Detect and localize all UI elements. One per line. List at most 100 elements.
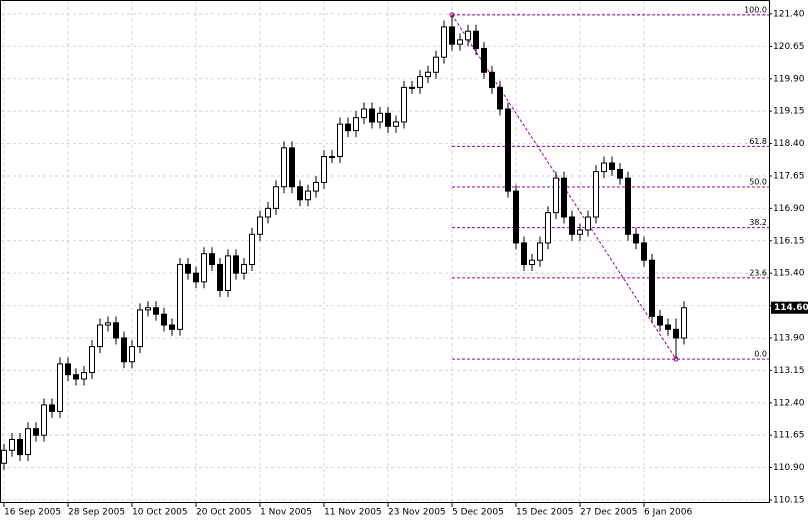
candle-body [617,168,623,179]
y-tick-label: 121.40 [773,9,805,19]
candle-body [337,123,343,158]
candle-body [489,71,495,88]
x-tick-label: 20 Oct 2005 [196,508,252,518]
candle-body [481,48,487,73]
candle-body [537,242,543,261]
x-tick-label: 6 Jan 2006 [644,508,692,518]
candle-body [297,186,303,201]
candle-body [57,363,63,412]
candle-body [241,264,247,274]
fib-label: 61.8 [749,137,767,146]
candle-body [441,26,447,58]
candle-body [377,112,383,123]
candle-body [121,337,127,363]
candle-body [105,322,111,326]
candle-body [9,438,15,451]
x-tick-label: 10 Oct 2005 [132,508,188,518]
candle-body [457,39,463,45]
candle-body [401,86,407,123]
y-tick-label: 110.90 [773,463,805,473]
last-price-box [771,301,808,314]
candle-body [129,346,135,363]
candle-body [41,404,47,436]
candle-body [145,307,151,311]
candle-body [521,242,527,266]
candle-body [25,428,31,456]
x-tick-label: 16 Sep 2005 [4,508,61,518]
candle-body [313,181,319,192]
candle-body [353,117,359,132]
candle-body [369,108,375,123]
y-tick-label: 119.90 [773,74,805,84]
candle-body [529,259,535,266]
candle-body [385,112,391,127]
candle-body [225,255,231,291]
y-tick-label: 112.40 [773,398,805,408]
candle-body [257,216,263,235]
candle-body [473,30,479,50]
y-tick-label: 116.90 [773,204,805,214]
candle-body [65,363,71,376]
fib-label: 38.2 [749,218,767,227]
candle-body [17,438,23,456]
candle-body [185,264,191,274]
candle-body [1,449,7,464]
candle-body [361,108,367,119]
candle-body [153,307,159,315]
candle-body [233,255,239,274]
candle-body [273,186,279,209]
fib-label: 0.0 [754,350,767,359]
candle-body [673,328,679,339]
candle-body [177,264,183,330]
y-tick-label: 111.65 [773,431,805,441]
x-tick-label: 23 Nov 2005 [388,508,446,518]
candle-body [193,272,199,283]
candle-body [545,212,551,244]
candle-body [409,86,415,89]
candle-body [73,374,79,380]
candle-body [585,216,591,231]
candle-body [513,190,519,244]
x-tick-label: 28 Sep 2005 [68,508,125,518]
candle-body [601,162,607,173]
candle-body [449,26,455,45]
x-tick-label: 27 Dec 2005 [580,508,638,518]
candle-body [201,253,207,283]
candle-body [393,121,399,127]
candle-body [161,313,167,326]
y-tick-label: 113.15 [773,366,805,376]
candle-body [89,346,95,374]
candle-body [625,177,631,235]
x-tick-label: 11 Nov 2005 [324,508,382,518]
y-tick-label: 117.65 [773,171,805,181]
candle-body [561,177,567,218]
y-tick-label: 119.15 [773,107,805,117]
candle-body [425,71,431,78]
candle-body [665,324,671,330]
last-price-label: 114.60 [774,303,809,313]
x-tick-label: 15 Dec 2005 [516,508,574,518]
candle-body [217,264,223,291]
candle-body [281,147,287,188]
fib-label: 100.0 [744,5,767,14]
fib-label: 50.0 [749,177,767,186]
fib-label: 23.6 [749,268,767,277]
x-tick-label: 1 Nov 2005 [260,508,312,518]
candle-body [497,86,503,110]
candle-body [417,76,423,88]
y-tick-label: 118.40 [773,139,805,149]
candle-body [465,30,471,41]
y-tick-label: 113.90 [773,333,805,343]
candle-body [569,216,575,235]
y-tick-label: 115.40 [773,269,805,279]
candle-body [169,324,175,330]
candle-body [609,162,615,170]
candle-body [33,428,39,436]
candle-body [649,259,655,317]
y-tick-label: 120.65 [773,42,805,52]
candle-body [553,177,559,214]
candle-body [49,404,55,412]
candle-body [113,322,119,339]
candle-body [209,253,215,266]
